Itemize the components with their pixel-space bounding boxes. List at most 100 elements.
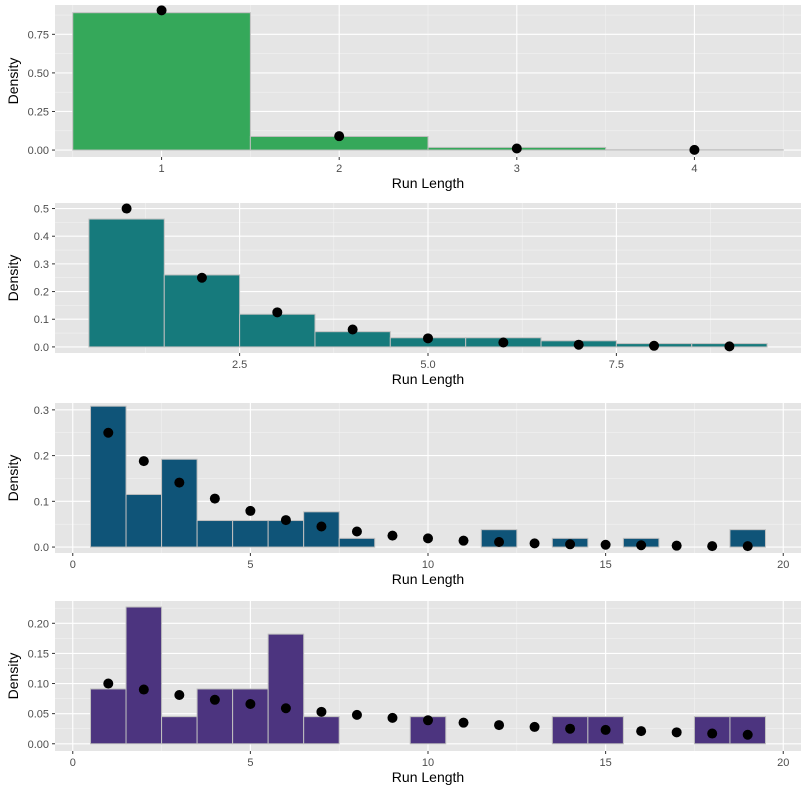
x-tick-label: 7.5 (609, 359, 624, 371)
chart-4: 0 5 10 15 20 0.00 0.05 0.10 0.15 0.20 Run Length De… (5, 601, 801, 785)
data-point (156, 5, 167, 16)
data-point (511, 143, 522, 154)
y-tick-label: 0.5 (34, 204, 49, 216)
histogram-bar (267, 633, 305, 745)
data-point (565, 723, 576, 734)
histogram-bar (90, 405, 127, 548)
data-point (280, 703, 291, 714)
y-tick-label: 0.05 (28, 709, 49, 721)
x-tick-label: 1 (159, 163, 165, 175)
data-point (498, 337, 509, 348)
data-point (742, 729, 753, 740)
data-point (724, 341, 735, 352)
y-tick-label: 0.00 (28, 739, 49, 751)
y-tick-label: 0.00 (28, 145, 49, 157)
y-tick-label: 0.50 (28, 68, 49, 80)
data-point (351, 709, 362, 720)
y-tick-label: 0.2 (34, 451, 49, 463)
y-tick-label: 0.0 (34, 542, 49, 554)
y-tick-label: 0.75 (28, 29, 49, 41)
y-tick-label: 0.2 (34, 287, 49, 299)
y-tick-label: 0.0 (34, 342, 49, 354)
histogram-bar (239, 313, 316, 348)
data-point (423, 333, 433, 344)
data-point (387, 530, 398, 541)
histogram-bar (125, 606, 163, 745)
x-tick-label: 10 (422, 559, 434, 571)
histogram-bar (125, 493, 163, 548)
y-tick-label: 0.10 (28, 679, 49, 691)
data-point (742, 541, 753, 552)
histogram-bar (90, 688, 127, 745)
data-point (494, 537, 505, 548)
histogram-bar (338, 537, 376, 548)
data-point (707, 541, 718, 552)
histogram-bar (72, 12, 251, 151)
data-point (347, 324, 358, 335)
data-point (565, 539, 576, 550)
x-tick-label: 20 (777, 559, 789, 571)
chart-2: 2.5 5.0 7.5 0.0 0.1 0.2 0.3 0.4 0.5 Run Length Den… (5, 203, 801, 387)
data-point (174, 689, 185, 700)
data-point (280, 515, 291, 526)
data-point (138, 684, 149, 695)
y-tick-label: 0.20 (28, 618, 49, 630)
data-point (272, 307, 283, 318)
x-axis-title: Run Length (392, 571, 464, 587)
data-point (671, 540, 682, 551)
data-point (209, 493, 220, 504)
data-point (529, 721, 540, 732)
data-point (387, 712, 398, 723)
data-point (573, 339, 584, 350)
data-point (636, 726, 647, 737)
data-point (103, 427, 114, 438)
histogram-bar (161, 716, 198, 745)
data-point (196, 272, 207, 283)
x-tick-label: 15 (599, 757, 611, 769)
histogram-bar (196, 520, 234, 548)
histogram-bar (232, 520, 269, 548)
data-point (245, 505, 256, 516)
x-tick-label: 3 (514, 163, 520, 175)
x-tick-label: 0 (70, 757, 76, 769)
data-point (689, 144, 700, 155)
data-point (600, 539, 611, 550)
y-tick-label: 0.3 (34, 259, 49, 271)
histogram-bar (232, 688, 269, 745)
data-point (636, 540, 647, 551)
data-point (103, 678, 114, 689)
histogram-bar (303, 716, 340, 745)
x-tick-label: 0 (70, 559, 76, 571)
data-point (423, 715, 433, 726)
y-tick-label: 0.1 (34, 314, 49, 326)
data-point (316, 521, 327, 532)
x-axis-title: Run Length (392, 371, 464, 387)
x-tick-label: 20 (777, 757, 789, 769)
x-axis-title: Run Length (392, 175, 464, 191)
x-tick-label: 15 (599, 559, 611, 571)
data-point (423, 533, 433, 544)
x-tick-label: 5 (247, 757, 253, 769)
x-tick-label: 2.5 (232, 359, 247, 371)
x-tick-label: 2 (336, 163, 342, 175)
x-tick-label: 10 (422, 757, 434, 769)
histogram-bar (161, 458, 198, 548)
data-point (529, 538, 540, 549)
chart-3: 0 5 10 15 20 0.0 0.1 0.2 0.3 Run Length Density (5, 403, 801, 587)
y-tick-label: 0.4 (34, 231, 49, 243)
data-point (316, 706, 327, 717)
x-tick-label: 5 (247, 559, 253, 571)
data-point (671, 727, 682, 738)
data-point (458, 535, 469, 546)
y-tick-label: 0.3 (34, 405, 49, 417)
data-point (138, 456, 149, 467)
histogram-bar (163, 274, 241, 348)
data-point (600, 724, 611, 735)
x-tick-label: 5.0 (420, 359, 435, 371)
data-point (707, 728, 718, 739)
data-point (494, 720, 505, 731)
y-axis-title: Density (5, 455, 21, 502)
y-axis-title: Density (5, 255, 21, 302)
data-point (334, 131, 345, 142)
